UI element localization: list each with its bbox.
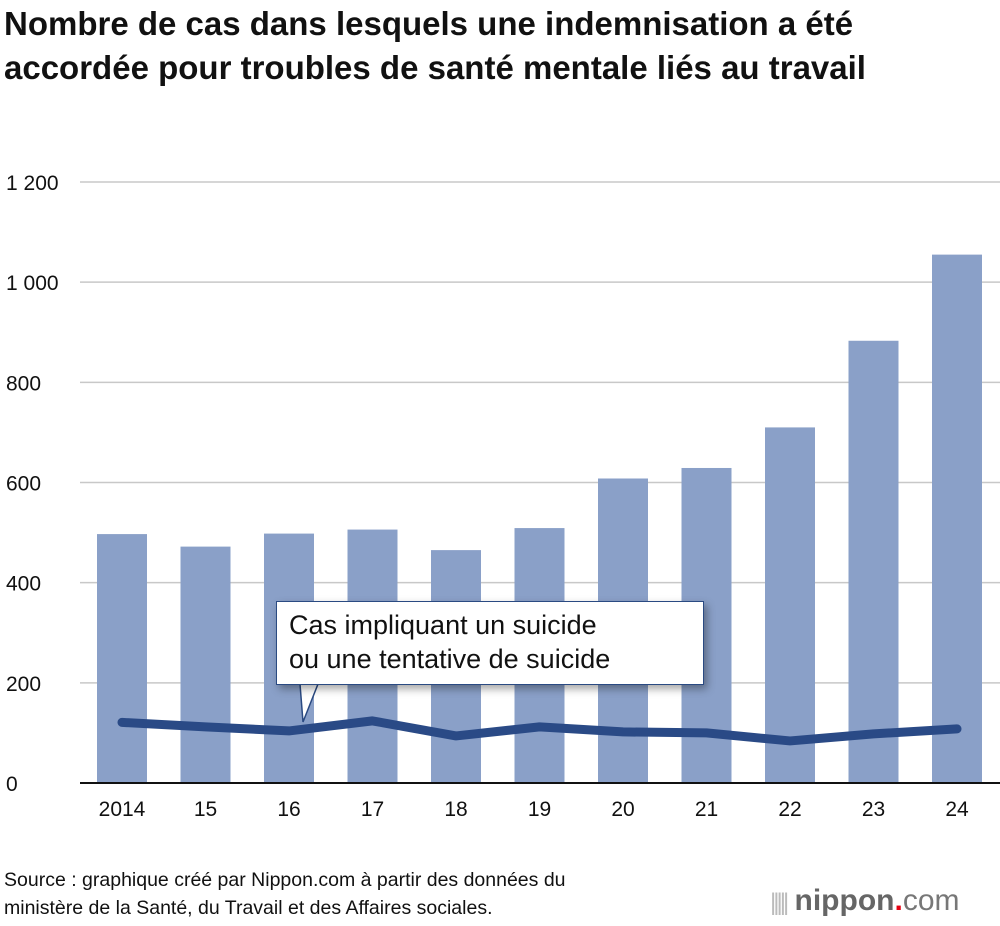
y-tick-label: 600 [6,473,41,496]
bar [180,546,231,783]
source-line-2: ministère de la Santé, du Travail et des… [4,897,493,919]
x-tick-label: 22 [778,798,801,821]
x-tick-label: 18 [444,798,467,821]
y-tick-label: 200 [6,673,41,696]
y-tick-label: 800 [6,372,41,395]
source-line-1: Source : graphique créé par Nippon.com à… [4,869,566,891]
y-tick-label: 1 200 [6,172,59,195]
x-tick-label: 19 [528,798,551,821]
nippon-logo: ||||| nippon.com [770,884,960,917]
y-tick-label: 0 [6,773,18,796]
series-callout: Cas impliquant un suicide ou une tentati… [276,601,704,685]
logo-suffix: com [902,884,960,917]
x-tick-label: 24 [945,798,969,821]
source-note: Source : graphique créé par Nippon.com à… [4,866,566,922]
callout-line-1: Cas impliquant un suicide [289,610,597,640]
y-tick-label: 400 [6,573,41,596]
x-tick-label: 20 [611,798,634,821]
logo-dot: . [894,884,903,917]
x-tick-label: 15 [194,798,217,821]
x-tick-label: 23 [862,798,885,821]
bar [97,534,147,783]
bar [765,427,815,783]
x-tick-label: 16 [277,798,300,821]
x-tick-label: 17 [361,798,384,821]
chart: 0 200 400 600 800 1 000 1 200 2014 15 16 17 18 19 20 2… [6,172,1000,821]
bar [932,254,982,783]
callout-line-2: ou une tentative de suicide [289,644,611,674]
x-tick-label: 2014 [99,798,146,821]
y-tick-label: 1 000 [6,272,59,295]
x-tick-label: 21 [695,798,718,821]
bar [848,340,899,783]
chart-title: Nombre de cas dans lesquels une indemnis… [4,5,866,86]
line-series [117,716,962,746]
logo-name: nippon [794,884,895,917]
